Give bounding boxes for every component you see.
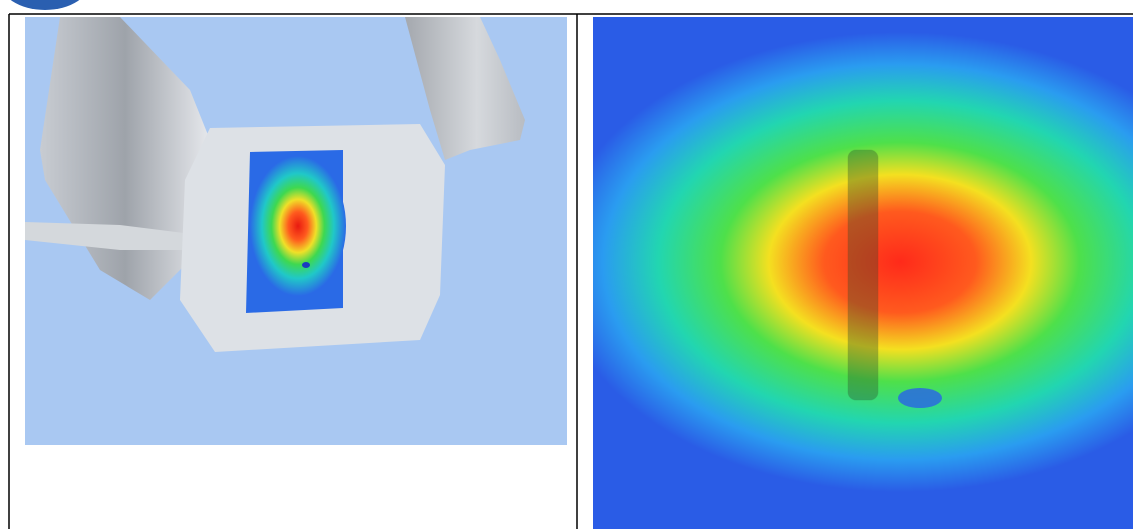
table-borders: [8, 13, 1133, 529]
left-heatmap: [250, 156, 346, 296]
left-image: [25, 17, 567, 445]
right-image: [593, 17, 1133, 529]
badge: [10, 0, 80, 10]
right-heatmap: [593, 32, 1133, 492]
right-arm: [405, 17, 525, 160]
left-heatmap-spot: [302, 262, 310, 268]
probe-bar: [847, 149, 879, 401]
right-heatmap-spot: [898, 388, 942, 408]
left-arm-flap: [25, 222, 200, 250]
